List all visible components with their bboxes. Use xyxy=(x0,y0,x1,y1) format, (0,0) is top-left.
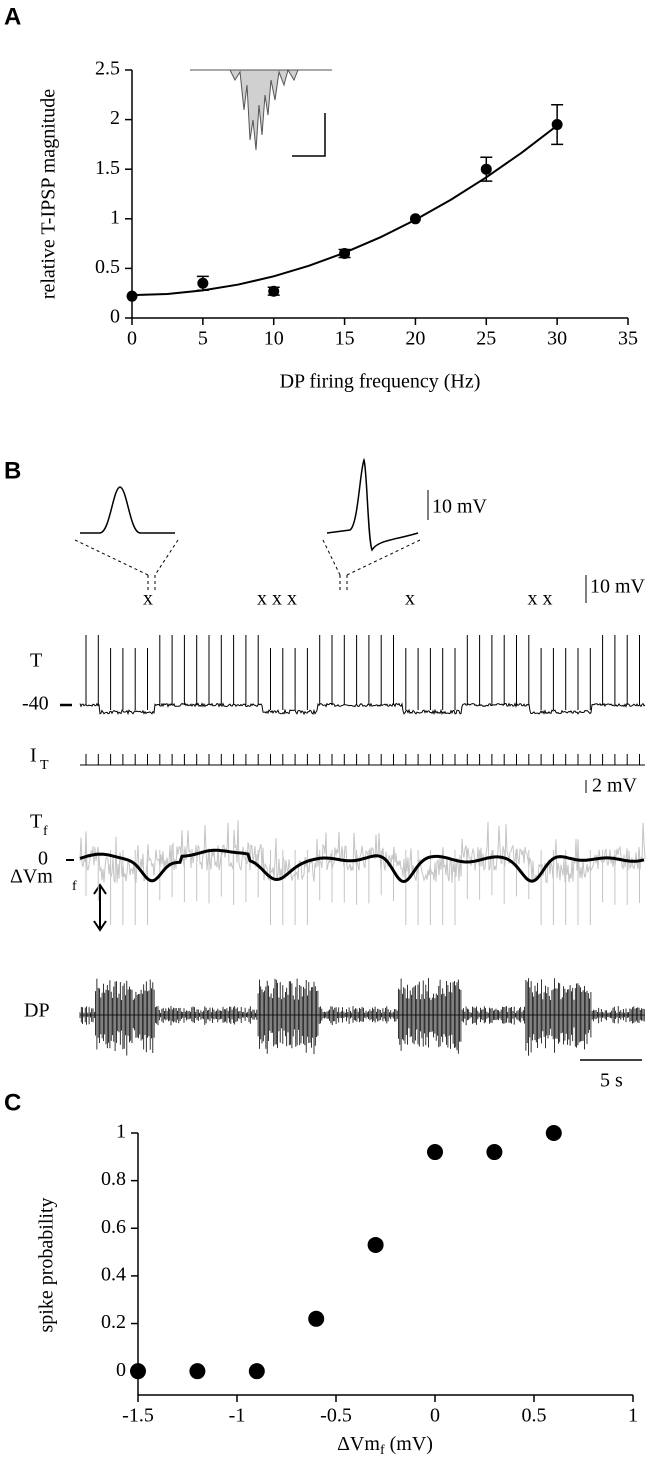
y-tick-label: 0.4 xyxy=(101,1264,126,1286)
spike-mark: x x x xyxy=(257,588,297,610)
y-tick-label: 1 xyxy=(110,206,120,228)
y-axis-label: spike probability xyxy=(36,1198,58,1333)
data-point xyxy=(367,1236,384,1253)
y-tick-label: 0.5 xyxy=(95,256,120,278)
scale-label: 10 mV xyxy=(432,496,488,518)
x-tick-label: 5 xyxy=(198,328,208,350)
x-tick-label: 0 xyxy=(430,1405,440,1427)
x-tick-label: -1.5 xyxy=(122,1405,154,1427)
data-point xyxy=(126,290,138,302)
data-point xyxy=(480,163,492,175)
delta-label: ΔVm xyxy=(10,866,53,888)
level-label: -40 xyxy=(22,693,49,715)
y-tick-label: 0 xyxy=(110,306,120,328)
trace-dp xyxy=(79,978,645,1056)
y-tick-label: 0 xyxy=(116,1359,126,1381)
x-tick-label: 10 xyxy=(264,328,284,350)
x-axis-label-unit: (mV) xyxy=(385,1433,433,1455)
inset-trace xyxy=(190,68,332,157)
trace-label-sub: T xyxy=(40,758,49,773)
trace-t xyxy=(79,635,646,716)
fit-line xyxy=(131,124,558,297)
spike-mark: x xyxy=(143,588,153,610)
data-point xyxy=(197,277,209,289)
trace-tf-filtered xyxy=(79,848,645,884)
y-tick-label: 2.5 xyxy=(95,58,120,80)
spike-mark: x x xyxy=(528,588,553,610)
x-axis-label-main: ΔVm xyxy=(337,1433,380,1455)
panel-b-labels: 10 mV x x x x x x x 10 mV T -40 I T 2 mV… xyxy=(10,496,646,1092)
y-tick-label: 1 xyxy=(116,1121,126,1143)
spike-mark: x xyxy=(405,588,415,610)
trace-label: T xyxy=(30,811,42,833)
y-tick-label: 0.6 xyxy=(101,1216,126,1238)
x-axis-label: DP firing frequency (Hz) xyxy=(280,371,481,393)
trace-label: T xyxy=(30,650,42,672)
data-point xyxy=(409,213,421,225)
x-tick-label: 1 xyxy=(628,1405,638,1427)
x-tick-label: 0 xyxy=(127,328,137,350)
data-point xyxy=(308,1310,325,1327)
data-point xyxy=(486,1144,503,1161)
level-label: 0 xyxy=(38,848,48,870)
x-tick-label: 20 xyxy=(405,328,425,350)
y-tick-label: 2 xyxy=(110,107,120,129)
data-point xyxy=(130,1363,146,1380)
x-tick-label: 15 xyxy=(335,328,355,350)
trace-label: DP xyxy=(24,1000,50,1022)
x-tick-label: 35 xyxy=(618,328,638,350)
y-tick-label: 0.2 xyxy=(101,1311,126,1333)
y-tick-label: 1.5 xyxy=(95,157,120,179)
y-tick-label: 0.8 xyxy=(101,1168,126,1190)
data-point xyxy=(427,1144,443,1161)
x-tick-label: -0.5 xyxy=(320,1405,352,1427)
data-point xyxy=(248,1363,265,1380)
x-tick-label: 0.5 xyxy=(522,1405,547,1427)
data-point xyxy=(189,1363,206,1380)
trace-it xyxy=(80,754,645,766)
x-tick-label: -1 xyxy=(229,1405,246,1427)
trace-label-sub: f xyxy=(43,824,48,839)
scale-label: 10 mV xyxy=(590,576,646,598)
y-axis-label: relative T-IPSP magnitude xyxy=(38,89,60,299)
scale-label: 2 mV xyxy=(592,775,638,797)
panel-label: C xyxy=(4,1089,21,1116)
trace-tf xyxy=(79,820,646,925)
inset-traces xyxy=(60,457,642,1061)
x-axis-label-sub: f xyxy=(380,1443,385,1458)
data-point xyxy=(551,119,563,131)
data-point xyxy=(339,248,351,260)
x-axis-label: ΔVmf (mV) xyxy=(337,1433,433,1459)
panel-label: A xyxy=(4,3,21,30)
data-point xyxy=(545,1125,562,1141)
data-point xyxy=(268,285,280,297)
trace-label: I xyxy=(30,745,37,767)
scale-label: 5 s xyxy=(600,1070,623,1092)
x-tick-label: 30 xyxy=(547,328,567,350)
panel-label: B xyxy=(4,457,21,484)
x-tick-label: 25 xyxy=(476,328,496,350)
delta-label-sub: f xyxy=(72,879,77,894)
